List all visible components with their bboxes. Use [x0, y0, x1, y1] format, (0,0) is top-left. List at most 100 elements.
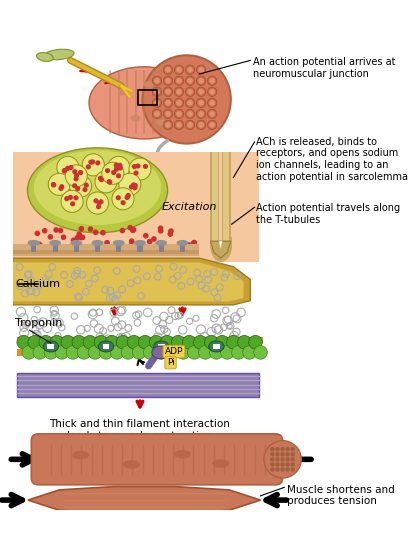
Ellipse shape — [89, 67, 199, 139]
Circle shape — [112, 188, 134, 210]
Bar — [52, 244, 58, 252]
Circle shape — [114, 167, 118, 171]
Circle shape — [66, 167, 70, 170]
Circle shape — [88, 227, 93, 231]
Circle shape — [39, 244, 43, 248]
Circle shape — [155, 346, 168, 359]
Text: Action potential travels along
the T-tubules: Action potential travels along the T-tub… — [256, 203, 401, 225]
Circle shape — [210, 346, 223, 359]
Circle shape — [129, 239, 134, 243]
Bar — [210, 152, 219, 241]
Circle shape — [176, 346, 190, 359]
Circle shape — [91, 244, 96, 248]
Text: ACh is released, binds to
receptors, and opens sodium
ion channels, leading to a: ACh is released, binds to receptors, and… — [256, 137, 408, 182]
Circle shape — [28, 241, 33, 246]
Circle shape — [52, 241, 56, 245]
Circle shape — [174, 87, 184, 97]
Circle shape — [198, 67, 204, 73]
Circle shape — [154, 111, 160, 117]
Circle shape — [199, 346, 212, 359]
Circle shape — [112, 171, 116, 174]
Circle shape — [110, 346, 124, 359]
Ellipse shape — [152, 346, 169, 359]
Circle shape — [185, 98, 195, 108]
Circle shape — [71, 202, 75, 206]
Circle shape — [276, 458, 279, 461]
Circle shape — [176, 67, 182, 73]
Circle shape — [154, 78, 160, 84]
Circle shape — [44, 346, 58, 359]
Ellipse shape — [176, 240, 189, 246]
Circle shape — [97, 201, 101, 205]
Text: ADP: ADP — [165, 347, 183, 356]
Ellipse shape — [36, 52, 53, 61]
Circle shape — [118, 163, 122, 167]
Ellipse shape — [43, 341, 59, 352]
Circle shape — [198, 111, 204, 117]
Circle shape — [204, 336, 218, 349]
Circle shape — [80, 235, 85, 240]
Circle shape — [286, 448, 289, 450]
Ellipse shape — [98, 341, 114, 352]
Circle shape — [291, 458, 294, 461]
Circle shape — [74, 177, 78, 181]
Bar — [137, 244, 142, 252]
Circle shape — [121, 201, 125, 205]
Circle shape — [291, 453, 294, 456]
Circle shape — [152, 87, 162, 97]
Circle shape — [48, 235, 52, 239]
Circle shape — [152, 109, 162, 119]
Bar — [74, 244, 79, 252]
Circle shape — [91, 160, 94, 164]
Circle shape — [72, 238, 76, 242]
Circle shape — [63, 169, 66, 172]
Circle shape — [174, 76, 184, 86]
Circle shape — [254, 346, 267, 359]
Circle shape — [34, 243, 38, 247]
Circle shape — [191, 241, 196, 245]
Circle shape — [55, 346, 69, 359]
Circle shape — [281, 458, 284, 461]
Circle shape — [185, 87, 195, 97]
Circle shape — [119, 173, 141, 195]
Circle shape — [129, 185, 133, 189]
Circle shape — [37, 242, 41, 247]
Circle shape — [194, 336, 207, 349]
Circle shape — [197, 120, 206, 130]
Polygon shape — [219, 241, 222, 249]
Circle shape — [69, 195, 72, 199]
Circle shape — [197, 109, 206, 119]
Circle shape — [59, 187, 63, 190]
Circle shape — [159, 229, 163, 233]
Circle shape — [132, 164, 136, 168]
Circle shape — [197, 65, 206, 75]
Circle shape — [243, 346, 256, 359]
Circle shape — [238, 336, 251, 349]
Bar — [222, 152, 231, 241]
Circle shape — [77, 346, 91, 359]
Circle shape — [94, 199, 98, 203]
Circle shape — [72, 336, 85, 349]
Circle shape — [163, 76, 173, 86]
Circle shape — [163, 109, 173, 119]
Circle shape — [120, 229, 124, 232]
Circle shape — [83, 336, 97, 349]
Circle shape — [158, 226, 163, 230]
Circle shape — [83, 188, 87, 192]
Circle shape — [276, 448, 279, 450]
Polygon shape — [28, 486, 261, 514]
Bar — [13, 152, 259, 262]
Circle shape — [152, 98, 162, 108]
Ellipse shape — [44, 49, 74, 60]
Circle shape — [163, 65, 173, 75]
Circle shape — [127, 336, 141, 349]
Circle shape — [114, 163, 118, 167]
Bar — [159, 244, 164, 252]
Circle shape — [198, 100, 204, 106]
Circle shape — [131, 228, 135, 232]
Text: Muscle shortens and
produces tension: Muscle shortens and produces tension — [287, 485, 395, 506]
Circle shape — [70, 175, 92, 197]
Text: Excitation: Excitation — [161, 202, 217, 213]
Circle shape — [143, 346, 157, 359]
Circle shape — [198, 122, 204, 128]
